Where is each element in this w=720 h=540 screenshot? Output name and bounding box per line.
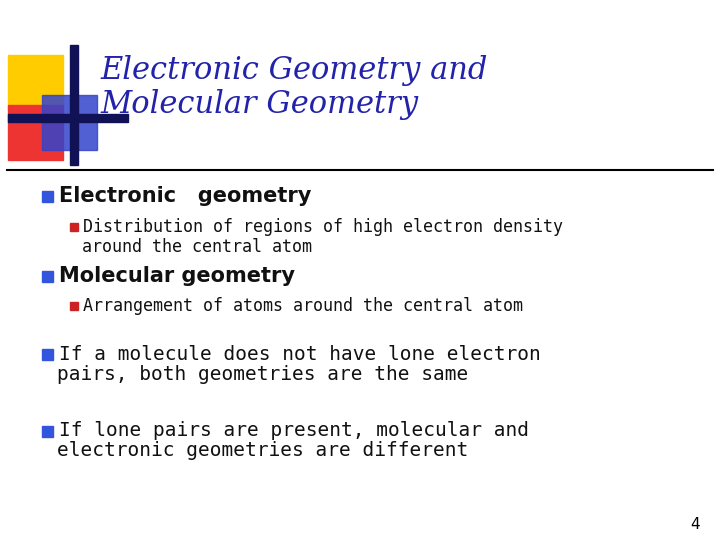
Text: around the central atom: around the central atom [82,238,312,256]
Bar [42,95,97,150]
Bar [70,223,78,231]
Text: If lone pairs are present, molecular and: If lone pairs are present, molecular and [59,422,529,441]
Text: 4: 4 [690,517,700,532]
Bar [42,349,53,360]
Bar [70,45,78,165]
Bar [42,271,53,282]
Bar [42,426,53,437]
Text: Distribution of regions of high electron density: Distribution of regions of high electron… [83,218,563,236]
Bar [70,302,78,310]
Text: Arrangement of atoms around the central atom: Arrangement of atoms around the central … [83,297,523,315]
Text: electronic geometries are different: electronic geometries are different [57,442,468,461]
Text: Electronic   geometry: Electronic geometry [59,186,311,206]
Bar [8,114,128,122]
Text: Electronic Geometry and: Electronic Geometry and [100,55,487,85]
Text: pairs, both geometries are the same: pairs, both geometries are the same [57,364,468,383]
Bar [42,191,53,202]
Text: Molecular geometry: Molecular geometry [59,267,295,287]
Text: If a molecule does not have lone electron: If a molecule does not have lone electro… [59,345,541,363]
Text: Molecular Geometry: Molecular Geometry [100,90,418,120]
Bar [8,55,63,110]
Bar [8,105,63,160]
